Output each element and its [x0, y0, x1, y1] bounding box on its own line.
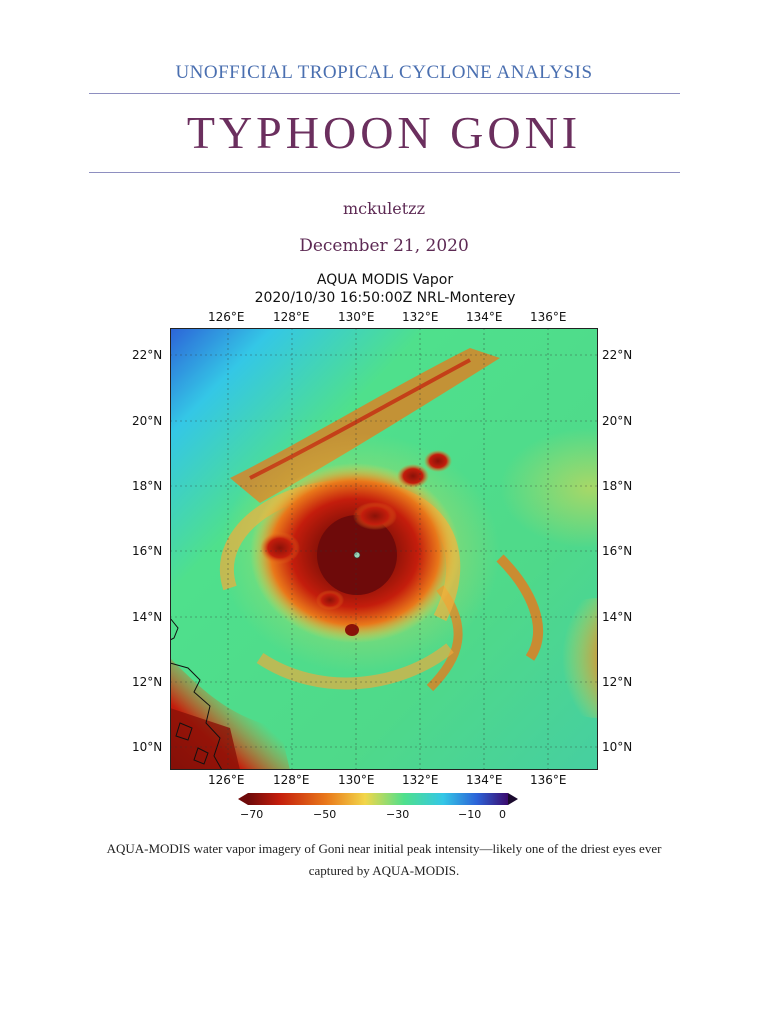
lat-tick-right-22: 22°N [602, 348, 633, 362]
lat-tick-right-16: 16°N [602, 544, 633, 558]
lat-tick-right-14: 14°N [602, 610, 633, 624]
lat-tick-left-10: 10°N [132, 740, 163, 754]
lat-tick-right-20: 20°N [602, 414, 633, 428]
colorbar [238, 793, 518, 805]
colorbar-label-0: 0 [499, 808, 506, 821]
colorbar-label-neg50: −50 [313, 808, 337, 821]
author-name: mckuletzz [342, 199, 425, 218]
figure-caption: AQUA-MODIS water vapor imagery of Goni n… [106, 841, 662, 878]
colorbar-label-neg10: −10 [458, 808, 482, 821]
lon-tick-top-136: 136°E [530, 310, 567, 324]
figure-title-line2: 2020/10/30 16:50:00Z NRL-Monterey [254, 290, 516, 306]
lon-tick-top-126: 126°E [208, 310, 245, 324]
lat-tick-left-20: 20°N [132, 414, 163, 428]
lat-tick-left-14: 14°N [132, 610, 163, 624]
lon-tick-top-134: 134°E [466, 310, 503, 324]
colorbar-label-neg70: −70 [240, 808, 264, 821]
lat-tick-left-22: 22°N [132, 348, 163, 362]
lat-tick-right-12: 12°N [602, 675, 633, 689]
colorbar-label-neg30: −30 [386, 808, 410, 821]
header-kicker: UNOFFICIAL TROPICAL CYCLONE ANALYSIS [175, 62, 593, 83]
lat-tick-left-16: 16°N [132, 544, 163, 558]
publication-date: December 21, 2020 [299, 236, 469, 256]
lon-tick-bottom-126: 126°E [208, 773, 245, 787]
page-title: TYPHOON GONI [186, 107, 582, 158]
water-vapor-image [170, 328, 598, 770]
lat-tick-right-18: 18°N [602, 479, 633, 493]
top-rule [89, 93, 680, 94]
bottom-rule [89, 172, 680, 173]
lat-tick-right-10: 10°N [602, 740, 633, 754]
lon-tick-bottom-134: 134°E [466, 773, 503, 787]
satellite-figure: AQUA MODIS Vapor 2020/10/30 16:50:00Z NR… [100, 268, 670, 828]
figure-title-line1: AQUA MODIS Vapor [316, 272, 454, 288]
lon-tick-bottom-130: 130°E [338, 773, 375, 787]
lon-tick-top-130: 130°E [338, 310, 375, 324]
lon-tick-top-128: 128°E [273, 310, 310, 324]
lon-tick-bottom-136: 136°E [530, 773, 567, 787]
lat-tick-left-18: 18°N [132, 479, 163, 493]
lat-tick-left-12: 12°N [132, 675, 163, 689]
lon-tick-bottom-128: 128°E [273, 773, 310, 787]
lon-tick-bottom-132: 132°E [402, 773, 439, 787]
lon-tick-top-132: 132°E [402, 310, 439, 324]
